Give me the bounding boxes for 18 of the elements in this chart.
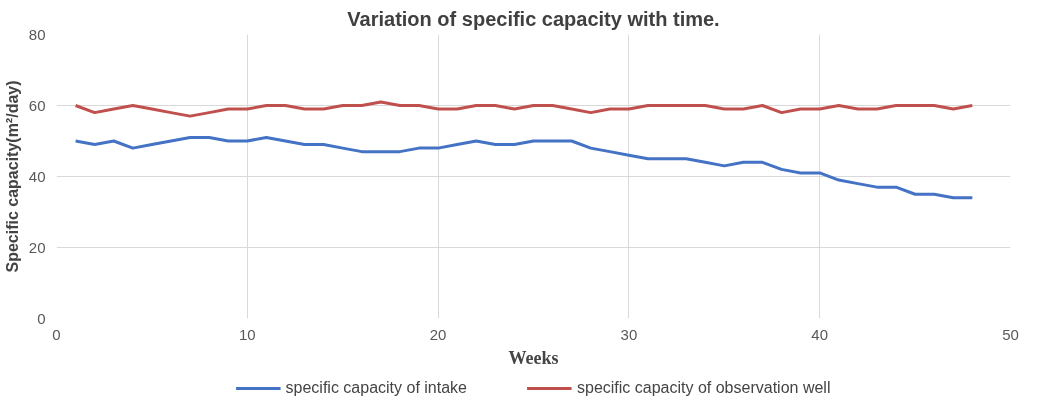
x-tick-label: 20 — [429, 325, 447, 343]
x-tick-label: 0 — [52, 325, 61, 343]
y-tick-label: 60 — [28, 96, 46, 114]
x-tick-label: 10 — [238, 325, 256, 343]
chart-title: Variation of specific capacity with time. — [347, 7, 720, 30]
y-tick-label: 40 — [28, 167, 46, 185]
y-axis-title: Specific capacity(m²/day) — [3, 80, 21, 273]
y-tick-label: 0 — [37, 309, 46, 327]
x-axis-title: Weeks — [508, 347, 559, 368]
legend-label: specific capacity of intake — [285, 378, 467, 397]
legend-label: specific capacity of observation well — [576, 378, 831, 397]
y-tick-label: 20 — [28, 238, 46, 256]
line-series — [74, 100, 974, 118]
x-tick-label: 50 — [1002, 325, 1019, 343]
line-series — [74, 135, 974, 200]
x-tick-label: 30 — [620, 325, 638, 343]
x-tick-label: 40 — [811, 325, 829, 343]
y-tick-label: 80 — [28, 25, 46, 43]
